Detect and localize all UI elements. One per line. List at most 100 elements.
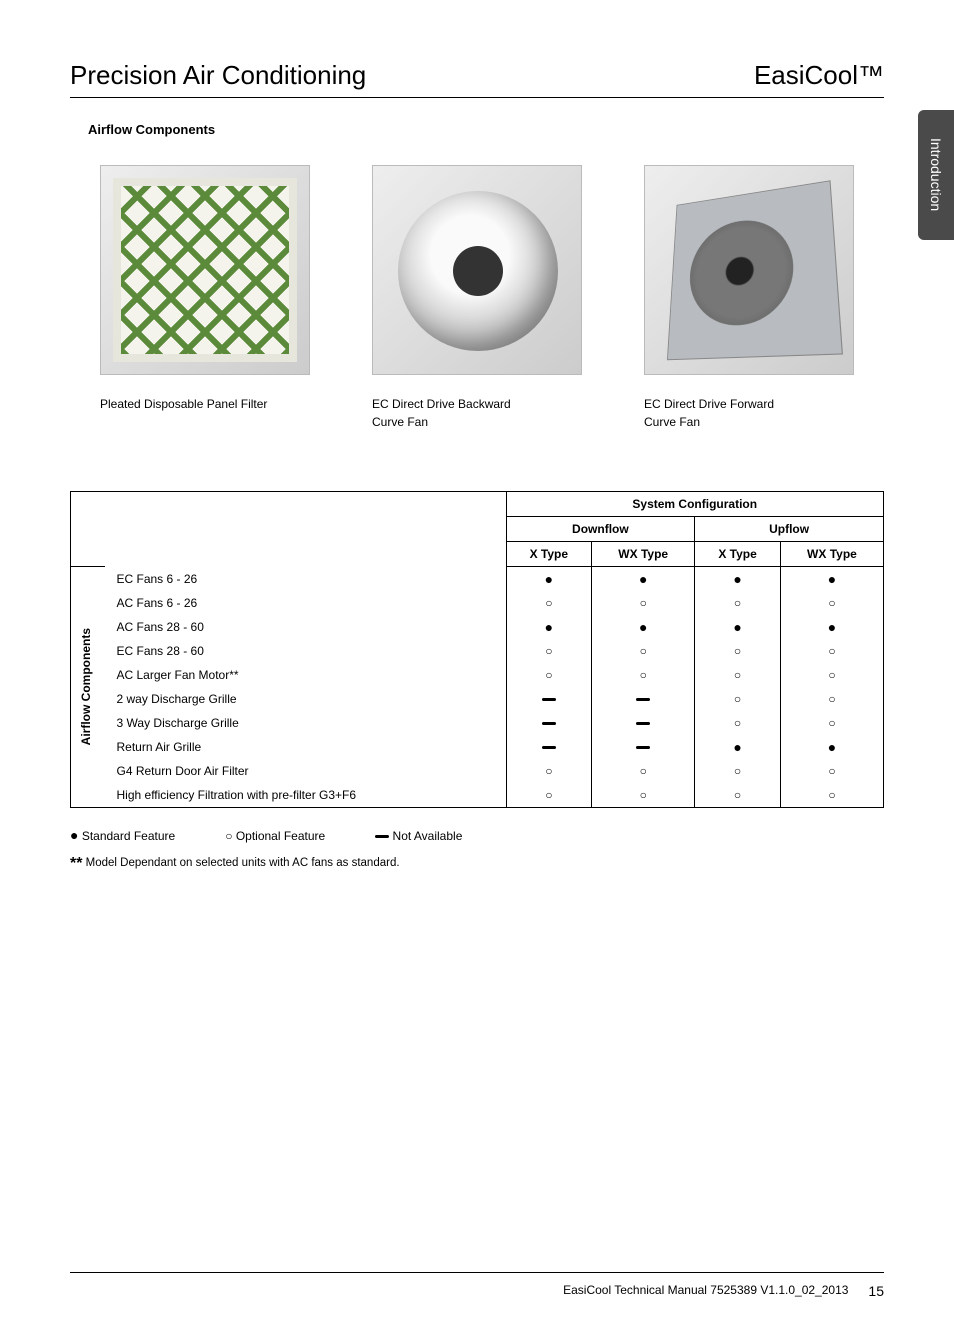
row-label: G4 Return Door Air Filter — [105, 759, 507, 783]
forward-fan-image — [644, 165, 854, 375]
row-label: Return Air Grille — [105, 735, 507, 759]
row-label: AC Larger Fan Motor** — [105, 663, 507, 687]
config-cell: ○ — [592, 783, 695, 808]
config-cell: ○ — [780, 759, 883, 783]
row-label: AC Fans 6 - 26 — [105, 591, 507, 615]
table-row: AC Larger Fan Motor**○○○○ — [71, 663, 884, 687]
config-cell: ● — [506, 615, 592, 639]
image-captions: Pleated Disposable Panel Filter EC Direc… — [70, 395, 884, 431]
config-cell — [592, 735, 695, 759]
table-header-upflow: Upflow — [695, 517, 884, 542]
config-cell: ○ — [695, 687, 781, 711]
table-header-main: System Configuration — [506, 492, 884, 517]
config-cell: ○ — [695, 759, 781, 783]
config-cell: ● — [780, 567, 883, 592]
config-cell: ○ — [780, 591, 883, 615]
legend-std-text: Standard Feature — [82, 829, 175, 843]
table-row: EC Fans 28 - 60○○○○ — [71, 639, 884, 663]
config-cell: ○ — [506, 783, 592, 808]
config-cell: ○ — [780, 639, 883, 663]
legend-opt-symbol: ○ — [225, 829, 232, 843]
config-cell: ○ — [780, 687, 883, 711]
footer-doc-id: EasiCool Technical Manual 7525389 V1.1.0… — [563, 1283, 848, 1299]
caption-backward: EC Direct Drive Backward Curve Fan — [372, 395, 582, 431]
config-cell: ● — [780, 615, 883, 639]
row-group-cell: Airflow Components — [71, 567, 105, 808]
caption-filter: Pleated Disposable Panel Filter — [100, 395, 310, 431]
config-cell: ● — [695, 735, 781, 759]
config-cell: ● — [695, 567, 781, 592]
col-downflow-x: X Type — [506, 542, 592, 567]
row-label: 2 way Discharge Grille — [105, 687, 507, 711]
config-cell: ○ — [695, 663, 781, 687]
config-cell: ○ — [695, 591, 781, 615]
legend-na-symbol — [375, 835, 389, 838]
caption-backward-line1: EC Direct Drive Backward — [372, 397, 511, 411]
footnote: ** Model Dependant on selected units wit… — [70, 855, 884, 873]
row-label: EC Fans 6 - 26 — [105, 567, 507, 592]
table-corner — [71, 492, 507, 567]
legend-na-text: Not Available — [393, 829, 463, 843]
config-cell — [506, 687, 592, 711]
config-cell — [592, 687, 695, 711]
col-downflow-wx: WX Type — [592, 542, 695, 567]
table-row: AC Fans 28 - 60●●●● — [71, 615, 884, 639]
component-images-row — [70, 165, 884, 375]
table-row: High efficiency Filtration with pre-filt… — [71, 783, 884, 808]
config-cell: ○ — [695, 711, 781, 735]
col-upflow-x: X Type — [695, 542, 781, 567]
config-cell: ● — [506, 567, 592, 592]
config-cell: ● — [592, 615, 695, 639]
caption-forward-line1: EC Direct Drive Forward — [644, 397, 774, 411]
legend-opt-text: Optional Feature — [236, 829, 325, 843]
config-cell: ● — [780, 735, 883, 759]
configuration-table: System Configuration Downflow Upflow X T… — [70, 491, 884, 808]
table-row: Airflow ComponentsEC Fans 6 - 26●●●● — [71, 567, 884, 592]
header-title-left: Precision Air Conditioning — [70, 60, 366, 91]
config-cell: ○ — [695, 639, 781, 663]
row-label: 3 Way Discharge Grille — [105, 711, 507, 735]
legend-na: Not Available — [375, 829, 462, 843]
config-cell: ○ — [780, 783, 883, 808]
config-cell: ○ — [506, 591, 592, 615]
config-cell: ● — [592, 567, 695, 592]
config-cell: ○ — [592, 663, 695, 687]
config-cell: ○ — [695, 783, 781, 808]
config-cell — [592, 711, 695, 735]
config-cell: ○ — [506, 663, 592, 687]
col-upflow-wx: WX Type — [780, 542, 883, 567]
footnote-marker: ** — [70, 855, 82, 872]
row-group-label: Airflow Components — [79, 628, 93, 745]
header-title-right: EasiCool™ — [754, 60, 884, 91]
caption-backward-line2: Curve Fan — [372, 415, 428, 429]
config-cell: ○ — [592, 591, 695, 615]
config-cell — [506, 711, 592, 735]
row-label: AC Fans 28 - 60 — [105, 615, 507, 639]
footer-page-number: 15 — [868, 1283, 884, 1299]
footnote-text: Model Dependant on selected units with A… — [82, 857, 399, 869]
table-row: 2 way Discharge Grille ○○ — [71, 687, 884, 711]
config-cell: ○ — [592, 639, 695, 663]
table-row: G4 Return Door Air Filter○○○○ — [71, 759, 884, 783]
config-cell: ○ — [506, 639, 592, 663]
page-header: Precision Air Conditioning EasiCool™ — [70, 60, 884, 98]
legend-optional: ○ Optional Feature — [225, 829, 325, 843]
caption-forward-line2: Curve Fan — [644, 415, 700, 429]
config-cell: ○ — [780, 711, 883, 735]
table-row: AC Fans 6 - 26○○○○ — [71, 591, 884, 615]
caption-forward: EC Direct Drive Forward Curve Fan — [644, 395, 854, 431]
section-heading: Airflow Components — [88, 122, 884, 137]
filter-image — [100, 165, 310, 375]
page-footer: EasiCool Technical Manual 7525389 V1.1.0… — [70, 1272, 884, 1299]
config-cell: ○ — [592, 759, 695, 783]
legend-std-symbol: ● — [70, 827, 78, 843]
row-label: High efficiency Filtration with pre-filt… — [105, 783, 507, 808]
row-label: EC Fans 28 - 60 — [105, 639, 507, 663]
table-row: 3 Way Discharge Grille ○○ — [71, 711, 884, 735]
backward-fan-image — [372, 165, 582, 375]
config-cell — [506, 735, 592, 759]
config-cell: ○ — [780, 663, 883, 687]
config-cell: ● — [695, 615, 781, 639]
config-cell: ○ — [506, 759, 592, 783]
table-row: Return Air Grille ●● — [71, 735, 884, 759]
